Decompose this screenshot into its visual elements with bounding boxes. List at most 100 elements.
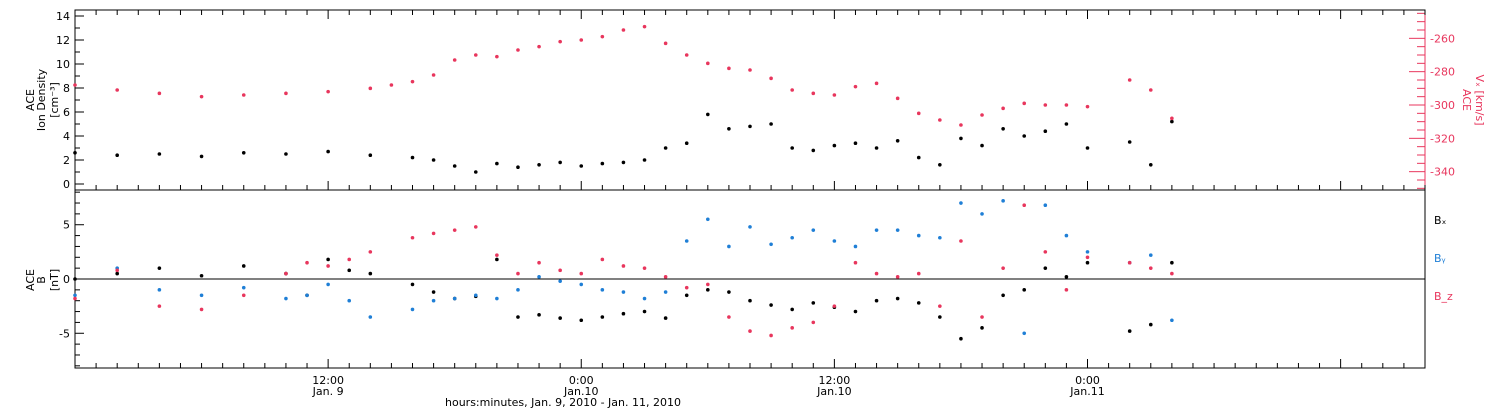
density-point <box>1043 129 1048 133</box>
by-point <box>727 244 731 249</box>
by-point <box>1170 318 1174 323</box>
bx-point <box>73 277 77 281</box>
density-point <box>73 151 77 155</box>
bx-point <box>916 301 921 305</box>
vx-point <box>874 81 879 86</box>
bx-point <box>115 271 119 276</box>
top-panel: 0 2 4 6 8 10 12 14 -260 -280 -300 -320 -340 ACE Ion… <box>24 9 1486 191</box>
x-tick-label: 12:00 <box>312 374 344 387</box>
vx-point <box>284 91 288 96</box>
by-point <box>1148 253 1153 257</box>
x-tick-label: 0:00 <box>569 374 594 387</box>
by-point <box>916 233 921 238</box>
by-point <box>410 307 415 312</box>
bz-point <box>284 271 288 276</box>
density-point <box>284 152 288 156</box>
density-point <box>452 164 457 168</box>
density-point <box>1064 122 1069 126</box>
bx-point <box>959 336 963 341</box>
bz-point <box>1170 271 1174 276</box>
bottom-ylabel-line2: B <box>35 276 48 284</box>
by-point <box>473 293 478 298</box>
bz-point <box>895 275 900 279</box>
density-point <box>516 165 520 169</box>
y2-tick-label: -260 <box>1430 32 1455 45</box>
vx-point <box>1148 88 1153 92</box>
density-point <box>874 146 879 150</box>
bx-point <box>347 268 352 273</box>
bx-point <box>157 266 162 270</box>
by-point <box>790 235 794 240</box>
by-point <box>895 228 900 232</box>
vx-point <box>410 79 415 84</box>
top-data-points <box>73 24 1174 174</box>
density-point <box>621 160 626 165</box>
y-tick-label: -5 <box>59 327 70 340</box>
density-point <box>1148 163 1153 167</box>
bx-point <box>241 264 246 268</box>
bx-point <box>706 288 710 292</box>
density-point <box>769 122 773 126</box>
x-tick-label: 0:00 <box>1075 374 1100 387</box>
x-tick-label-date: Jan. 9 <box>312 385 344 398</box>
by-point <box>980 212 984 216</box>
y2-tick-label: -320 <box>1430 132 1455 145</box>
top-left-y-axis: 0 2 4 6 8 10 12 14 <box>56 10 84 191</box>
by-point <box>874 228 879 232</box>
top-right-ylabel-line2: Vₓ [km/s] <box>1473 74 1486 125</box>
x-tick-label-date: Jan.10 <box>563 385 598 398</box>
bz-point <box>537 260 541 265</box>
density-point <box>980 143 984 148</box>
bx-point <box>1043 266 1048 270</box>
vx-point <box>727 66 731 71</box>
bz-point <box>326 264 330 268</box>
vx-point <box>769 76 773 81</box>
bx-point <box>558 316 562 320</box>
bz-point <box>874 271 879 276</box>
top-ylabel-line1: ACE <box>24 89 37 111</box>
bz-point <box>1043 250 1048 254</box>
vx-point <box>431 73 436 77</box>
bz-point <box>790 326 794 330</box>
bz-point <box>305 260 309 265</box>
vx-point <box>600 34 605 39</box>
bx-point <box>326 257 330 262</box>
bx-point <box>1148 322 1153 327</box>
by-point <box>938 235 942 240</box>
bz-point <box>811 320 816 325</box>
density-point <box>790 146 794 150</box>
bx-point <box>1170 260 1174 265</box>
vx-point <box>368 86 373 91</box>
vx-point <box>537 44 541 49</box>
bx-point <box>853 309 858 314</box>
by-point <box>853 244 858 249</box>
top-ylabel-line3: [cm⁻³] <box>48 82 61 118</box>
by-point <box>558 279 562 283</box>
y-tick-label: 12 <box>56 34 70 47</box>
by-point <box>959 201 963 205</box>
density-point <box>1022 134 1027 138</box>
y-tick-label: 0 <box>63 273 70 286</box>
top-ylabel-line2: Ion Density <box>35 68 48 131</box>
y-tick-label: 6 <box>63 106 70 119</box>
bx-point <box>516 315 520 319</box>
by-point <box>811 228 816 232</box>
bottom-ylabel-line1: ACE <box>24 269 37 291</box>
density-point <box>579 164 584 168</box>
bz-point <box>769 333 773 338</box>
legend-bz: B_z <box>1434 290 1453 303</box>
vx-point <box>959 123 963 127</box>
density-point <box>663 146 668 150</box>
vx-point <box>684 53 689 57</box>
vx-point <box>1127 78 1132 82</box>
density-point <box>199 154 204 159</box>
vx-point <box>495 54 499 59</box>
density-point <box>473 170 478 174</box>
by-point <box>600 288 605 292</box>
bz-point <box>621 264 626 268</box>
vx-point <box>748 68 752 72</box>
bz-point <box>853 260 858 265</box>
bx-point <box>663 316 668 320</box>
density-point <box>642 158 647 162</box>
